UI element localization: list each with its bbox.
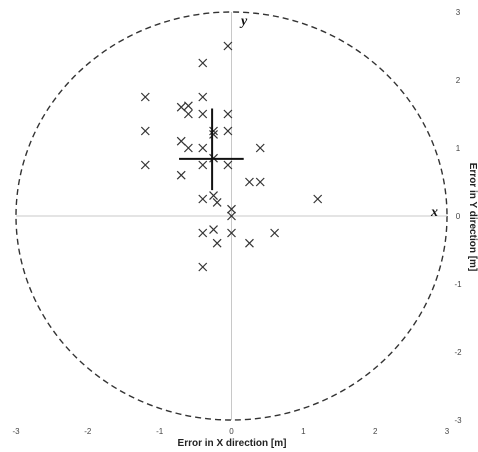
marker-stroke [198, 194, 208, 204]
marker-stroke [223, 126, 233, 136]
y-tick-label: 0 [456, 212, 461, 221]
marker-stroke [209, 129, 218, 139]
marker-stroke [183, 143, 193, 153]
y-tick-label: 2 [456, 76, 461, 85]
marker-stroke [198, 228, 208, 238]
data-point [223, 109, 233, 119]
marker-stroke [227, 228, 236, 238]
y-axis-title: Error in Y direction [m] [467, 163, 478, 272]
marker-stroke [198, 160, 208, 170]
x-tick-label: 3 [445, 427, 450, 436]
data-point [227, 211, 236, 221]
marker-stroke [212, 197, 222, 207]
x-tick-label: 0 [229, 427, 234, 436]
marker-stroke [227, 211, 236, 221]
data-point [183, 101, 193, 111]
data-point [223, 126, 233, 136]
data-point [245, 238, 254, 248]
data-point [255, 143, 265, 153]
marker-stroke [176, 102, 186, 112]
x-tick-label: -2 [84, 427, 92, 436]
data-point [270, 228, 280, 238]
x-axis-letter: x [430, 205, 438, 220]
x-tick-label: -1 [156, 427, 164, 436]
data-point [140, 160, 150, 170]
marker-stroke [209, 126, 218, 136]
data-point [245, 177, 254, 187]
marker-stroke [209, 225, 218, 235]
marker-stroke [209, 191, 218, 201]
mean-cross [179, 108, 244, 191]
data-point [227, 228, 236, 238]
marker-stroke [198, 92, 208, 102]
marker-stroke [198, 58, 208, 68]
x-tick-label: 1 [301, 427, 306, 436]
marker-stroke [198, 109, 208, 119]
data-point [212, 197, 222, 207]
data-point [183, 143, 193, 153]
data-point [209, 129, 218, 139]
data-point [176, 102, 186, 112]
data-point [198, 194, 208, 204]
y-tick-label: -3 [454, 416, 462, 425]
data-point [198, 160, 208, 170]
marker-stroke [198, 143, 208, 153]
data-point [223, 160, 233, 170]
x-tick-label: 2 [373, 427, 378, 436]
data-point [255, 177, 265, 187]
tick-labels: -3 -2 -1 0 1 2 3 3 2 1 0 -1 -2 -3 [12, 8, 462, 436]
marker-stroke [313, 194, 323, 204]
data-point [223, 41, 233, 51]
y-tick-label: 3 [456, 8, 461, 17]
data-point [212, 238, 222, 248]
marker-stroke [176, 170, 186, 180]
y-tick-label: -2 [454, 348, 462, 357]
data-point [198, 262, 208, 272]
data-point [198, 109, 208, 119]
marker-stroke [245, 177, 254, 187]
data-point [198, 143, 208, 153]
data-point [198, 92, 208, 102]
y-tick-label: -1 [454, 280, 462, 289]
data-point [209, 225, 218, 235]
marker-stroke [140, 160, 150, 170]
y-axis-letter: y [239, 14, 248, 29]
x-tick-label: -3 [12, 427, 20, 436]
data-point [209, 191, 218, 201]
marker-stroke [245, 238, 254, 248]
data-point [313, 194, 323, 204]
marker-stroke [183, 109, 193, 119]
data-point [140, 92, 150, 102]
data-point [227, 204, 236, 214]
data-point [198, 58, 208, 68]
marker-stroke [223, 109, 233, 119]
marker-stroke [212, 238, 222, 248]
marker-stroke [255, 177, 265, 187]
marker-stroke [140, 92, 150, 102]
data-point [176, 136, 186, 146]
data-point [176, 170, 186, 180]
x-axis-title: Error in X direction [m] [178, 438, 287, 449]
marker-stroke [176, 136, 186, 146]
marker-stroke [223, 160, 233, 170]
y-tick-label: 1 [456, 144, 461, 153]
data-point [140, 126, 150, 136]
marker-stroke [227, 204, 236, 214]
marker-stroke [183, 101, 193, 111]
data-point [198, 228, 208, 238]
marker-stroke [270, 228, 280, 238]
data-point [183, 109, 193, 119]
marker-stroke [140, 126, 150, 136]
marker-stroke [255, 143, 265, 153]
marker-stroke [198, 262, 208, 272]
marker-stroke [223, 41, 233, 51]
data-point [209, 126, 218, 136]
